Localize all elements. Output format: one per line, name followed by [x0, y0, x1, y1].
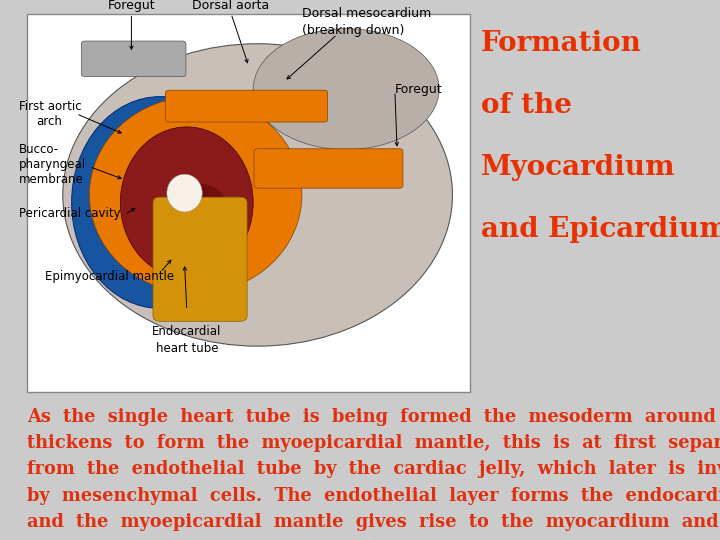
Text: (breaking down): (breaking down) — [302, 24, 404, 37]
FancyBboxPatch shape — [81, 41, 186, 77]
Text: Foregut: Foregut — [395, 83, 443, 96]
Text: Bucco-: Bucco- — [19, 143, 58, 156]
Text: of the: of the — [481, 92, 572, 119]
Ellipse shape — [116, 116, 240, 274]
Ellipse shape — [176, 187, 203, 218]
Ellipse shape — [186, 184, 224, 206]
Bar — [27, 14, 470, 392]
Ellipse shape — [166, 192, 197, 220]
FancyBboxPatch shape — [166, 90, 328, 122]
Ellipse shape — [182, 185, 212, 213]
Ellipse shape — [155, 199, 192, 221]
Ellipse shape — [120, 127, 253, 278]
Text: Dorsal mesocardium: Dorsal mesocardium — [302, 7, 431, 20]
FancyBboxPatch shape — [153, 197, 247, 321]
Ellipse shape — [253, 29, 439, 150]
Text: Formation: Formation — [481, 30, 642, 57]
Text: Foregut: Foregut — [107, 0, 156, 12]
Text: membrane: membrane — [19, 173, 84, 186]
Text: heart tube: heart tube — [156, 341, 218, 355]
Text: Dorsal aorta: Dorsal aorta — [192, 0, 270, 12]
Text: Endocardial: Endocardial — [152, 325, 222, 338]
Text: First aortic: First aortic — [19, 99, 81, 113]
Ellipse shape — [167, 174, 202, 212]
Ellipse shape — [63, 44, 452, 346]
Ellipse shape — [71, 97, 249, 308]
Text: Pericardial cavity: Pericardial cavity — [19, 207, 120, 220]
FancyBboxPatch shape — [254, 149, 403, 188]
Text: Epimyocardial mantle: Epimyocardial mantle — [45, 269, 174, 283]
Text: Myocardium: Myocardium — [481, 154, 675, 181]
Text: and Epicardium: and Epicardium — [481, 216, 720, 243]
Text: As  the  single  heart  tube  is  being  formed  the  mesoderm  around  it
thick: As the single heart tube is being formed… — [27, 408, 720, 540]
Text: arch: arch — [36, 114, 62, 128]
Text: pharyngeal: pharyngeal — [19, 158, 86, 171]
Ellipse shape — [89, 97, 302, 293]
